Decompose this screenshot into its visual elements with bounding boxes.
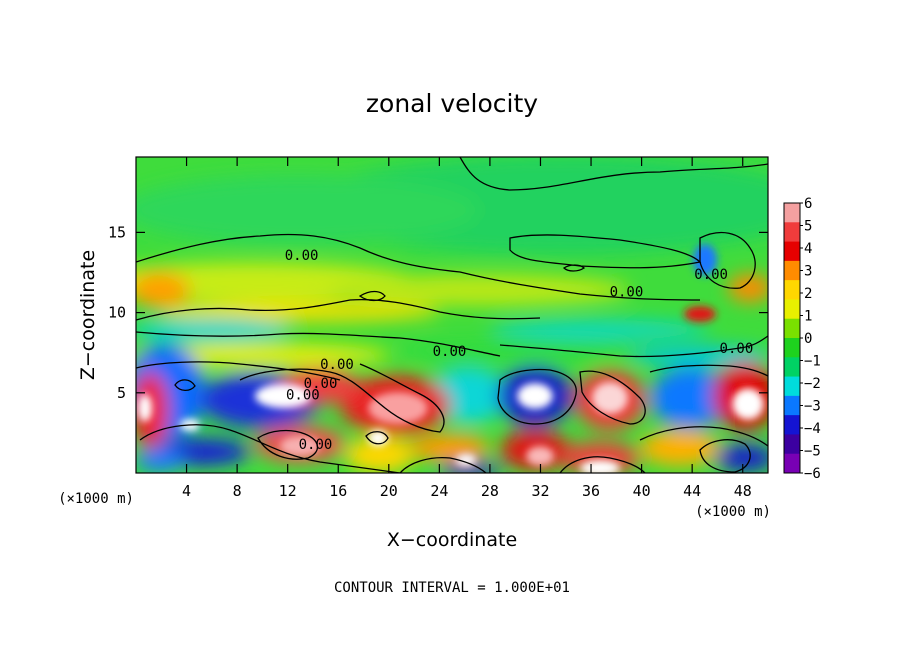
colorbar-swatch (784, 357, 800, 377)
colorbar-tick-label: −4 (804, 421, 821, 437)
colorbar-swatch (784, 260, 800, 281)
colorbar-tick-label: 0 (804, 331, 812, 347)
contour-line (649, 364, 768, 377)
x-tick-label: 20 (380, 482, 398, 500)
colorbar-tick-label: −2 (804, 376, 821, 392)
chart-title: zonal velocity (366, 89, 538, 118)
contour-line (459, 157, 768, 191)
x-axis-title: X−coordinate (387, 529, 517, 551)
y-axis: 5 10 15 (108, 223, 768, 402)
x-tick-label: 44 (683, 482, 701, 500)
y-axis-title: Z−coordinate (77, 250, 99, 380)
x-tick-label: 12 (279, 482, 297, 500)
contour-line (699, 439, 751, 473)
contour-label: 0.00 (610, 285, 644, 301)
colorbar-swatch (784, 222, 800, 242)
contour-line (136, 233, 701, 301)
x-tick-label: 4 (182, 482, 191, 500)
colorbar-tick-label: 3 (804, 264, 812, 280)
colorbar-tick-label: −3 (804, 399, 821, 415)
contour-line (399, 456, 487, 473)
x-unit-left: (×1000 m) (58, 491, 134, 507)
y-tick-label: 10 (108, 304, 126, 322)
contour-line (579, 370, 646, 425)
x-tick-label: 28 (481, 482, 499, 500)
heatmap-field (136, 157, 768, 473)
contour-label: 0.00 (286, 387, 320, 403)
colorbar-tick-label: 1 (804, 309, 812, 325)
contour-line (639, 426, 768, 447)
plot-frame (135, 156, 769, 474)
contour-label: 0.00 (299, 437, 333, 453)
x-tick-label: 48 (734, 482, 752, 500)
contour-line (358, 290, 386, 302)
colorbar-swatch (784, 299, 800, 320)
x-tick-label: 32 (531, 482, 549, 500)
x-unit-right: (×1000 m) (695, 504, 771, 520)
contour-labels: 0.000.000.000.000.000.000.000.000.00 (285, 248, 754, 453)
contour-line (562, 264, 586, 272)
contour-line (699, 231, 756, 289)
contour-label: 0.00 (720, 341, 754, 357)
contour-interval-label: CONTOUR INTERVAL = 1.000E+01 (334, 580, 570, 596)
contour-line (139, 424, 401, 473)
x-tick-label: 24 (430, 482, 448, 500)
colorbar-tick-label: −6 (804, 466, 821, 482)
colorbar-swatch (784, 376, 800, 397)
colorbar-swatch (784, 280, 800, 300)
colorbar-tick-label: 2 (804, 286, 812, 302)
contour-line (174, 379, 196, 392)
contour-label: 0.00 (320, 357, 354, 373)
colorbar-swatch (784, 434, 800, 455)
x-axis: 4 8 12 16 20 24 28 32 36 40 44 48 (182, 157, 752, 500)
colorbar-swatch (784, 203, 800, 223)
contour-line (559, 456, 646, 473)
x-tick-label: 16 (329, 482, 347, 500)
x-tick-label: 40 (633, 482, 651, 500)
colorbar-swatch (784, 241, 800, 262)
colorbar-tick-label: 5 (804, 219, 812, 235)
contour-line (136, 331, 501, 357)
contour-line (365, 431, 389, 445)
colorbar-swatch (784, 453, 800, 474)
contour-line (257, 429, 319, 460)
contour-label: 0.00 (694, 267, 728, 283)
colorbar-tick-label: 6 (804, 196, 812, 212)
contour-lines (136, 157, 768, 473)
colorbar-tick-label: −1 (804, 354, 821, 370)
colorbar-swatch (784, 395, 800, 416)
contour-line (136, 361, 341, 381)
x-tick-label: 36 (582, 482, 600, 500)
colorbar-tick-label: −5 (804, 444, 821, 460)
contour-label: 0.00 (285, 248, 319, 264)
colorbar-tick-label: 4 (804, 241, 812, 257)
colorbar-swatch (784, 415, 800, 435)
x-tick-label: 8 (233, 482, 242, 500)
y-tick-label: 5 (117, 384, 126, 402)
contour-label: 0.00 (304, 376, 338, 392)
contour-label: 0.00 (433, 344, 467, 360)
contour-line (136, 298, 541, 321)
colorbar: 6 5 4 3 2 1 0 −1 −2 −3 −4 −5 −6 (783, 196, 821, 482)
contour-line (497, 368, 577, 425)
colorbar-swatch (784, 338, 800, 358)
contour-line (239, 363, 445, 433)
contour-line (499, 335, 768, 358)
y-tick-label: 15 (108, 223, 126, 241)
colorbar-swatch (784, 318, 800, 339)
